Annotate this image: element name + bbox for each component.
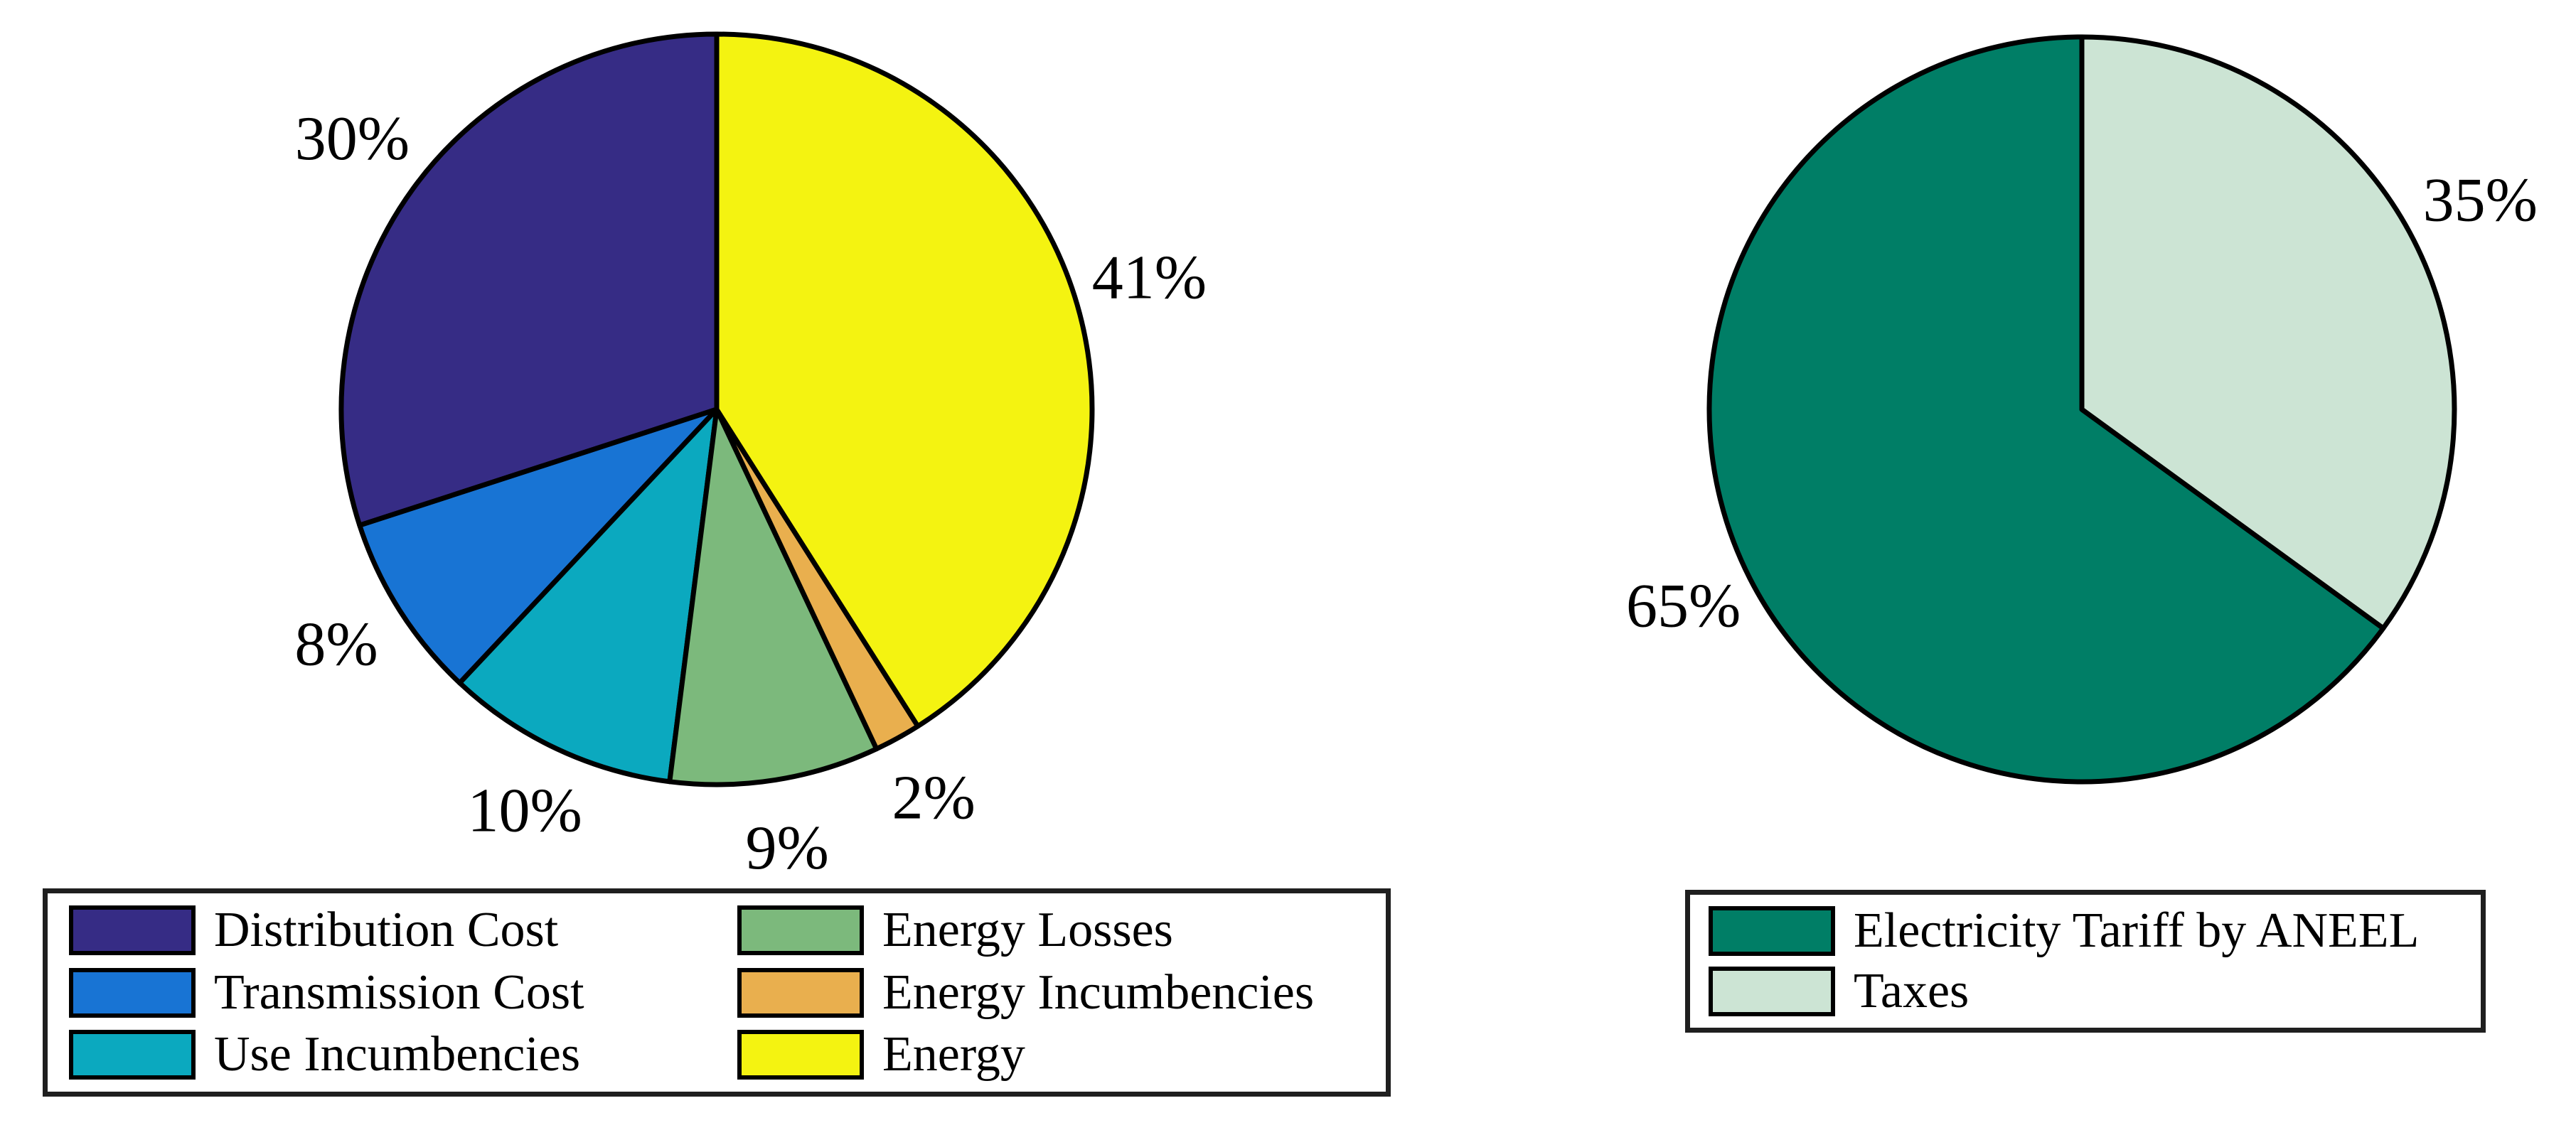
legend-swatch [1709, 905, 1835, 956]
legend-item: Use Incumbencies [69, 1026, 737, 1082]
legend-label: Distribution Cost [214, 903, 559, 958]
pie-percent-label: 8% [294, 610, 378, 679]
legend-item: Distribution Cost [69, 903, 737, 958]
right-pie-legend: Electricity Tariff by ANEEL Taxes [1685, 890, 2486, 1033]
legend-label: Transmission Cost [214, 964, 584, 1020]
pie-percent-label: 2% [892, 763, 976, 832]
legend-label: Energy [882, 1026, 1025, 1082]
legend-item: Energy Losses [737, 903, 1386, 958]
pie-percent-label: 65% [1626, 572, 1741, 641]
legend-swatch [737, 1029, 864, 1080]
pie-slice-transmission-cost [357, 407, 720, 686]
legend-item: Energy [737, 1026, 1386, 1082]
pie-slice-energy [714, 31, 1095, 729]
legend-label: Energy Losses [882, 903, 1173, 958]
legend-item: Energy Incumbencies [737, 964, 1386, 1020]
legend-label: Use Incumbencies [214, 1026, 581, 1082]
legend-label: Electricity Tariff by ANEEL [1854, 903, 2420, 958]
legend-swatch [69, 905, 196, 956]
pie-slice-use-incumbencies [457, 407, 720, 785]
pie-slice-distribution-cost [338, 31, 720, 528]
left-pie-legend: Distribution Cost Transmission Cost Use In… [43, 888, 1391, 1097]
pie-percent-label: 41% [1092, 243, 1207, 312]
pie-percent-label: 9% [745, 814, 828, 883]
legend-item: Taxes [1709, 964, 2481, 1019]
pie-slice-taxes [2079, 34, 2457, 631]
legend-swatch [737, 905, 864, 956]
legend-swatch [69, 967, 196, 1018]
pie-percent-label: 30% [295, 104, 410, 173]
pie-percent-label: 35% [2423, 166, 2538, 235]
legend-swatch [1709, 967, 1835, 1017]
pie-slice-energy-losses [667, 407, 880, 787]
legend-swatch [737, 967, 864, 1018]
legend-item: Transmission Cost [69, 964, 737, 1020]
right-pie-chart: 65% 35% [1626, 34, 2538, 785]
pie-percent-label: 10% [468, 776, 582, 845]
legend-item: Electricity Tariff by ANEEL [1709, 903, 2481, 958]
legend-label: Taxes [1854, 964, 1970, 1019]
left-pie-chart: 30% 8% 10% 9% 2% 41% [294, 31, 1207, 883]
legend-label: Energy Incumbencies [882, 964, 1315, 1020]
legend-swatch [69, 1029, 196, 1080]
pie-slice-electricity-tariff-by-aneel [1706, 34, 2386, 785]
